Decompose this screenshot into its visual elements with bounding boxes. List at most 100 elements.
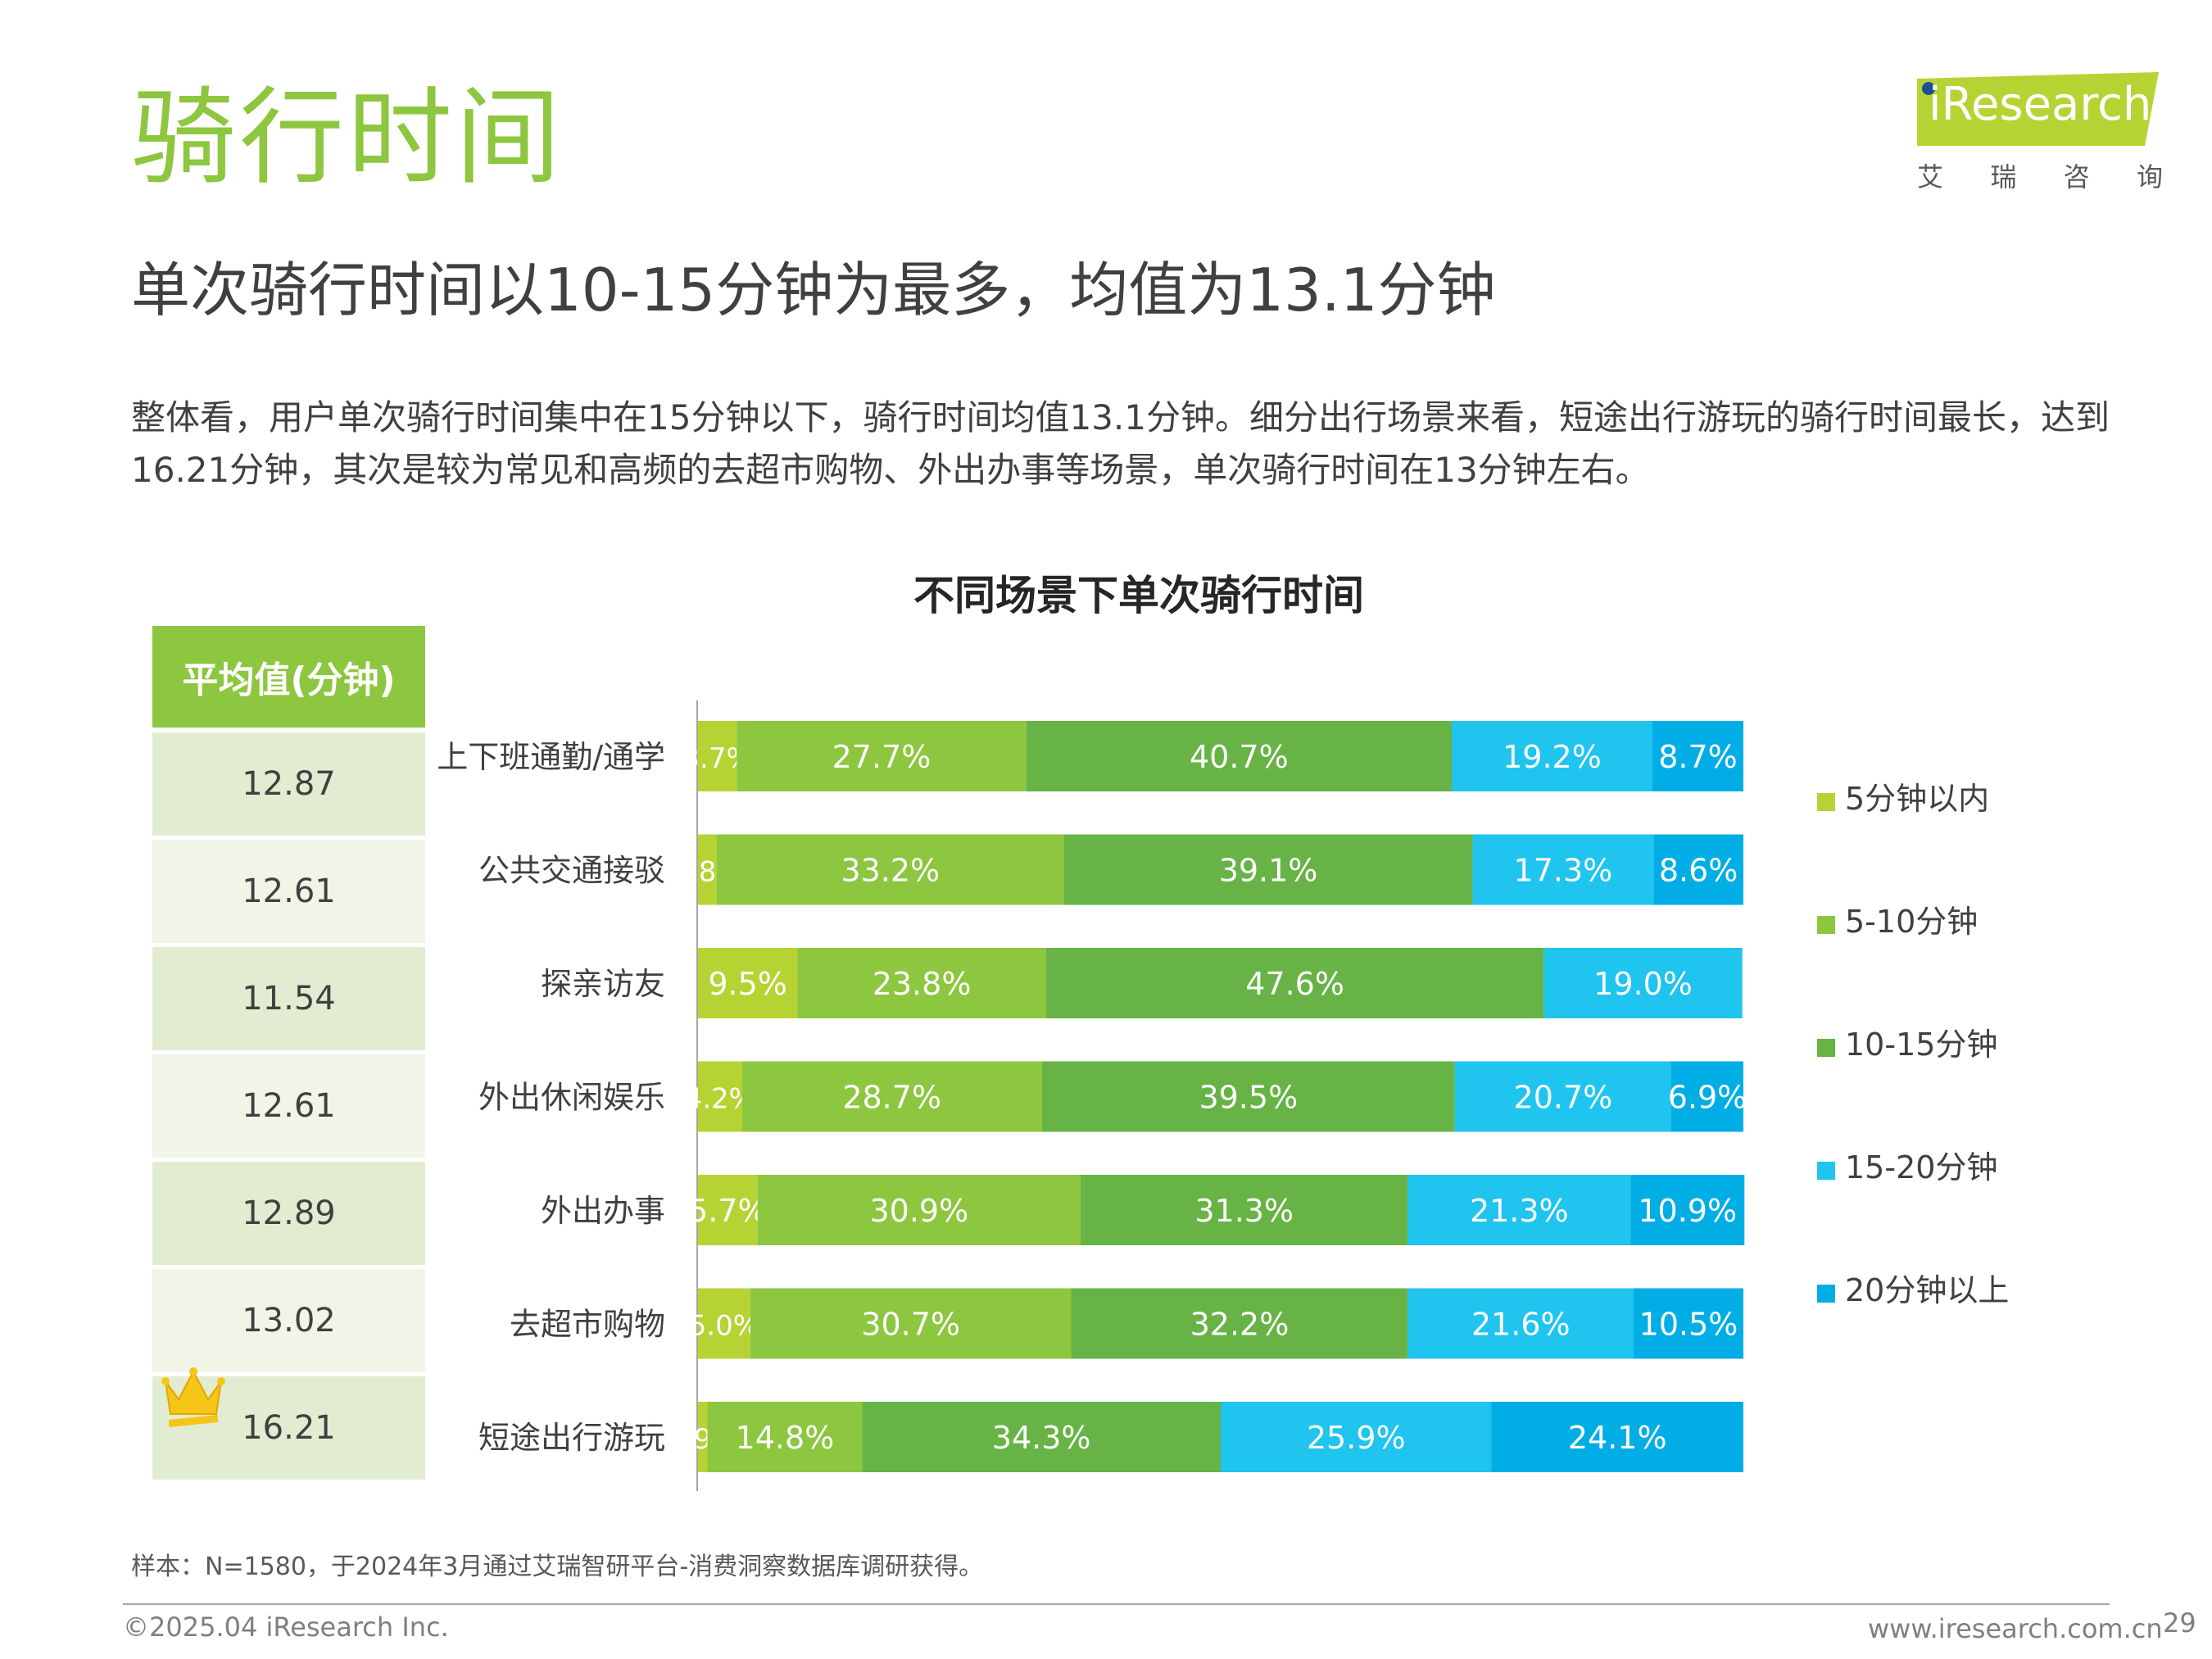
bar-segment <box>716 834 1064 905</box>
data-label: 27.7% <box>832 739 931 775</box>
legend-label: 15-20分钟 <box>1845 1149 1997 1185</box>
data-label: 6.9% <box>1668 1080 1747 1116</box>
avg-table-cell: 12.61 <box>152 840 425 943</box>
footer-divider <box>123 1603 2110 1605</box>
data-label: 30.9% <box>870 1193 969 1229</box>
category-label: 公共交通接驳 <box>478 853 665 889</box>
data-label: 40.7% <box>1190 739 1289 775</box>
bar-segment <box>750 1288 1072 1359</box>
avg-table-cell: 12.89 <box>152 1162 425 1265</box>
data-label: 21.3% <box>1470 1193 1569 1229</box>
data-label: 47.6% <box>1245 966 1344 1002</box>
data-label: 10.5% <box>1639 1307 1738 1343</box>
bar-segment <box>1472 834 1654 905</box>
bar-segment <box>698 1402 708 1472</box>
data-label: 21.6% <box>1471 1307 1571 1343</box>
website-url: www.iresearch.com.cn <box>1868 1613 2163 1644</box>
bar-segment <box>797 948 1046 1018</box>
data-label: 19.0% <box>1593 966 1693 1002</box>
iresearch-logo: iResearch 艾 瑞 咨 询 <box>1909 72 2171 195</box>
data-label: 20.7% <box>1514 1080 1613 1116</box>
category-label: 探亲访友 <box>541 966 665 1002</box>
bar-segment <box>1652 721 1743 791</box>
bar-segment <box>698 1061 742 1132</box>
bar-segment <box>698 1288 750 1359</box>
bar-segment <box>698 834 717 905</box>
bar-segment <box>737 721 1027 791</box>
data-label: 25.9% <box>1307 1420 1406 1456</box>
category-label: 短途出行游玩 <box>478 1420 665 1456</box>
data-label: 33.2% <box>841 853 940 889</box>
bar-segment <box>1221 1402 1492 1472</box>
data-label: 39.1% <box>1219 853 1318 889</box>
category-label: 去超市购物 <box>510 1307 665 1343</box>
category-label: 外出办事 <box>541 1193 665 1229</box>
bar-segment <box>741 1061 1042 1132</box>
bar-segment <box>757 1175 1081 1245</box>
logo-text: iResearch <box>1929 78 2152 131</box>
bar-segment <box>1451 721 1652 791</box>
bar-segment <box>1071 1288 1408 1359</box>
bar-segment <box>1041 1061 1455 1132</box>
bar-segment <box>1407 1288 1634 1359</box>
page-title: 骑行时间 <box>131 77 564 199</box>
bar-segment <box>1026 721 1452 791</box>
bar-segment <box>1543 948 1743 1018</box>
data-label: 34.3% <box>992 1420 1091 1456</box>
data-label: 28.7% <box>842 1080 941 1116</box>
data-label: 19.2% <box>1503 739 1602 775</box>
legend-swatch <box>1817 1039 1835 1057</box>
data-label: 9.5% <box>708 966 787 1002</box>
summary-paragraph: 整体看，用户单次骑行时间集中在15分钟以下，骑行时间均值13.1分钟。细分出行场… <box>131 397 2110 490</box>
data-label: 31.3% <box>1194 1193 1294 1229</box>
data-label: 5.7% <box>688 1193 768 1229</box>
avg-table-cell: 12.61 <box>152 1054 425 1158</box>
bar-segment <box>1045 948 1544 1018</box>
crown-icon <box>161 1367 225 1428</box>
category-label: 外出休闲娱乐 <box>478 1080 665 1116</box>
chart-title: 不同场景下单次骑行时间 <box>913 572 1364 619</box>
logo-char: 艾 <box>1917 161 1944 193</box>
bar-segment <box>707 1402 863 1472</box>
logo-char: 咨 <box>2063 161 2090 193</box>
sample-footnote: 样本：N=1580，于2024年3月通过艾瑞智研平台-消费洞察数据库调研获得。 <box>131 1552 984 1581</box>
logo-subtitle: 艾 瑞 咨 询 <box>1917 164 2163 190</box>
data-label: 39.5% <box>1199 1080 1298 1116</box>
legend-label: 5-10分钟 <box>1845 904 1978 940</box>
legend-swatch <box>1817 916 1835 934</box>
page-subtitle: 单次骑行时间以10-15分钟为最多，均值为13.1分钟 <box>131 256 1496 324</box>
page-number: 29 <box>2163 1607 2196 1639</box>
legend-swatch <box>1817 1285 1835 1303</box>
bar-segment <box>862 1402 1221 1472</box>
legend-label: 20分钟以上 <box>1845 1272 2009 1308</box>
avg-table-cell: 11.54 <box>152 947 425 1050</box>
legend-label: 10-15分钟 <box>1845 1027 1997 1063</box>
avg-table-cell: 12.87 <box>152 732 425 836</box>
data-label: 24.1% <box>1568 1420 1667 1456</box>
logo-char: 瑞 <box>1990 161 2017 193</box>
bar-segment <box>1063 834 1473 905</box>
bar-segment <box>1407 1175 1631 1245</box>
bar-segment <box>1653 834 1743 905</box>
data-label: 8.7% <box>1658 739 1738 775</box>
avg-table-cell: 13.02 <box>152 1269 425 1372</box>
bar-segment <box>698 948 798 1018</box>
data-label: 14.8% <box>736 1420 835 1456</box>
data-label: 17.3% <box>1514 853 1613 889</box>
copyright: ©2025.04 iResearch Inc. <box>123 1611 449 1643</box>
data-label: 8.6% <box>1659 853 1738 889</box>
bar-segment <box>1630 1175 1745 1245</box>
bar-segment <box>698 721 737 791</box>
legend-swatch <box>1817 1162 1835 1180</box>
logo-char: 询 <box>2136 161 2163 193</box>
data-label: 10.9% <box>1638 1193 1737 1229</box>
category-label: 上下班通勤/通学 <box>437 739 665 775</box>
bar-segment <box>1634 1288 1743 1359</box>
data-label: 32.2% <box>1190 1307 1290 1343</box>
data-label: 23.8% <box>873 966 972 1002</box>
legend-label: 5分钟以内 <box>1845 781 1989 817</box>
bar-segment <box>1491 1402 1743 1472</box>
logo-banner <box>1917 72 2159 146</box>
avg-table-header: 平均值(分钟) <box>152 626 425 728</box>
